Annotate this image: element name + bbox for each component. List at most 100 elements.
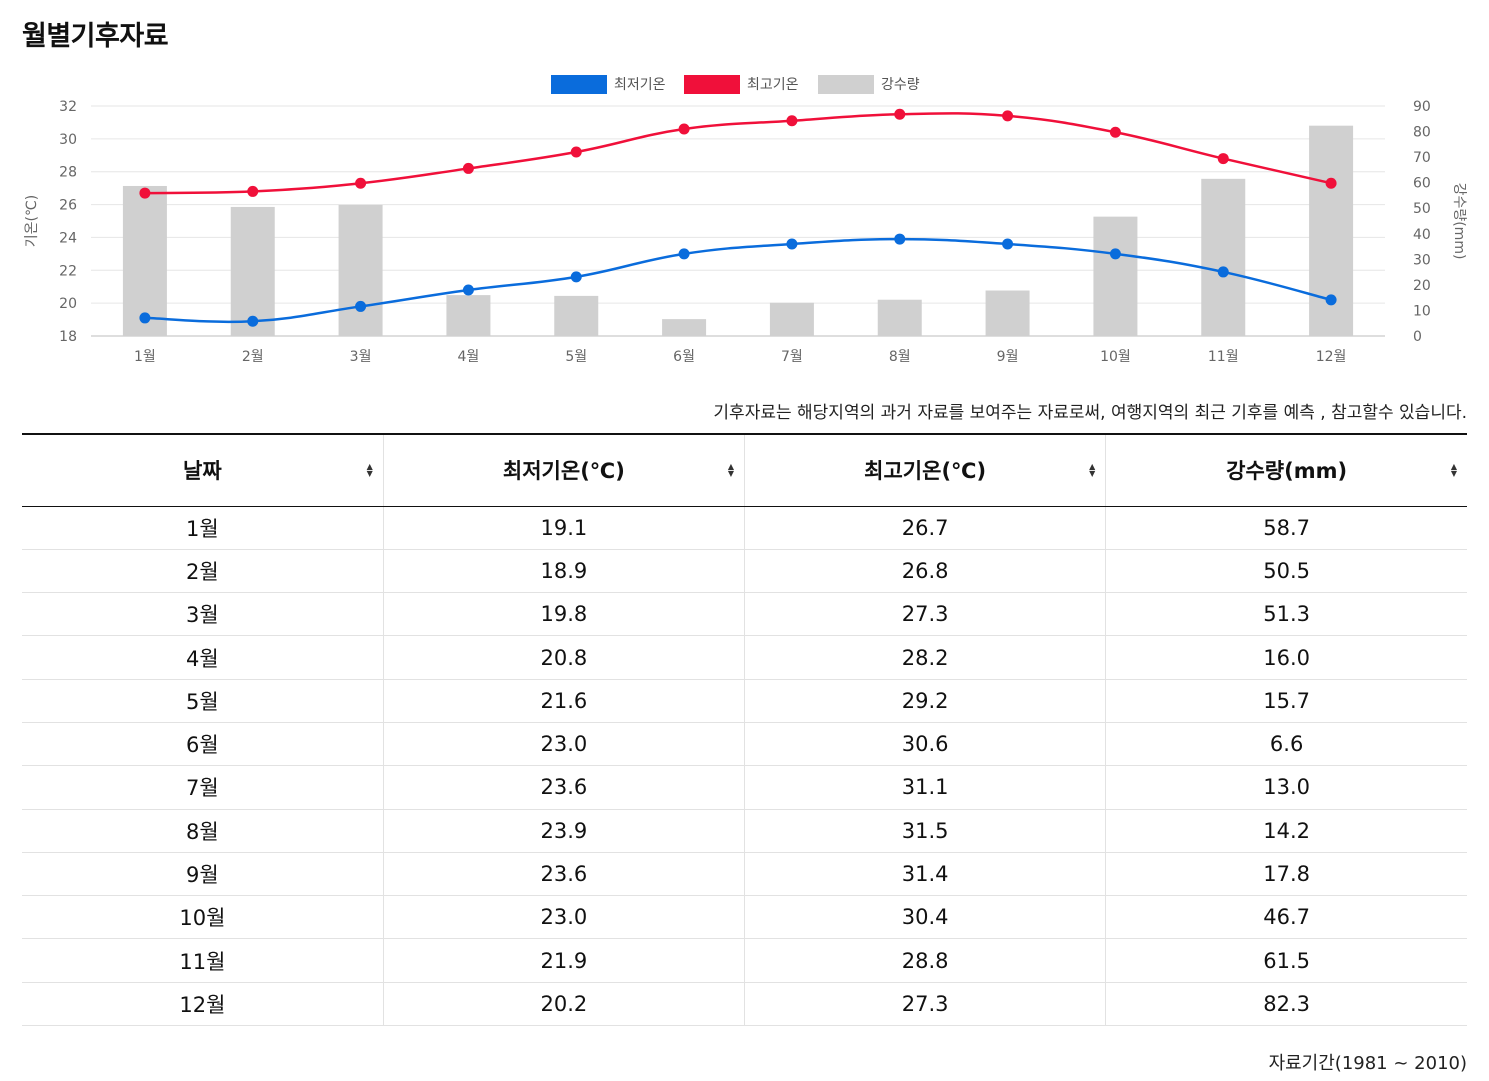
precipitation-bar: [877, 299, 922, 336]
y-right-tick-label: 70: [1413, 150, 1431, 166]
y-right-tick-label: 0: [1413, 329, 1422, 345]
legend-swatch: [551, 75, 607, 94]
table-row: 11월 21.9 28.8 61.5: [22, 938, 1467, 983]
precipitation-bar: [1201, 178, 1246, 336]
table-cell: 6.6: [1105, 722, 1467, 767]
min-temp-point: [1002, 238, 1014, 250]
min-temp-point: [462, 284, 474, 296]
sort-icon[interactable]: ▲ ▼: [1089, 462, 1096, 479]
table-body: 1월 19.1 26.7 58.7 2월 18.9 26.8 50.5 3월 19.8 27.3 51…: [22, 506, 1467, 1027]
y-right-tick-label: 90: [1413, 99, 1431, 115]
climate-note: 기후자료는 해당지역의 과거 자료를 보여주는 자료로써, 여행지역의 최근 기…: [713, 403, 1467, 423]
table-cell: 4월: [22, 635, 384, 680]
y-left-tick-label: 24: [59, 230, 77, 246]
y-left-tick-label: 28: [59, 165, 77, 181]
precipitation-bar: [446, 295, 491, 336]
table-cell: 10월: [22, 895, 384, 940]
table-cell: 58.7: [1105, 506, 1467, 550]
table-cell: 23.6: [382, 765, 745, 810]
y-right-tick-label: 10: [1413, 303, 1431, 319]
table-cell: 19.1: [382, 506, 745, 550]
min-temp-point: [570, 271, 582, 283]
column-header[interactable]: 강수량(mm) ▲ ▼: [1105, 434, 1467, 507]
x-tick-label: 12월: [1316, 349, 1347, 365]
y-left-tick-label: 18: [59, 329, 77, 345]
y-right-tick-label: 20: [1413, 278, 1431, 294]
max-temp-point: [786, 115, 798, 127]
table-row: 12월 20.2 27.3 82.3: [22, 982, 1467, 1027]
table-cell: 16.0: [1105, 635, 1467, 680]
y-right-tick-label: 40: [1413, 227, 1431, 243]
table-cell: 30.6: [743, 722, 1106, 767]
column-header-label: 강수량(mm): [1226, 459, 1348, 484]
table-cell: 27.3: [743, 982, 1106, 1027]
sort-icon[interactable]: ▲ ▼: [366, 462, 373, 479]
column-header[interactable]: 최저기온(℃) ▲ ▼: [382, 434, 745, 507]
max-temp-point: [139, 187, 151, 199]
table-cell: 26.8: [743, 549, 1106, 594]
axis-ticks: 18 20 22 24 26 28 30 32 0 10 20 30 40 50 60 70 80 90 1월 2월 3…: [59, 99, 1431, 365]
data-period: 자료기간(1981 ~ 2010): [1268, 1053, 1467, 1074]
table-cell: 28.2: [743, 635, 1106, 680]
table-row: 1월 19.1 26.7 58.7: [22, 506, 1467, 550]
min-temp-point: [355, 300, 367, 312]
table-cell: 31.1: [743, 765, 1106, 810]
table-cell: 9월: [22, 852, 384, 897]
table-cell: 23.0: [382, 895, 745, 940]
column-header-label: 최고기온(℃): [864, 459, 987, 484]
table-header-row: 날짜 ▲ ▼ 최저기온(℃) ▲ ▼ 최고기온(℃) ▲ ▼ 강수량(mm) ▲ ▼: [22, 434, 1467, 507]
chart-grid: [91, 105, 1385, 337]
y-axis-right-title: 강수량(mm): [1451, 183, 1467, 260]
table-cell: 31.4: [743, 852, 1106, 897]
table-row: 9월 23.6 31.4 17.8: [22, 852, 1467, 897]
x-tick-label: 2월: [242, 349, 264, 365]
min-temp-point: [894, 233, 906, 245]
column-header-label: 날짜: [183, 459, 222, 484]
x-tick-label: 9월: [997, 349, 1019, 365]
min-temp-point: [678, 248, 690, 260]
table-row: 8월 23.9 31.5 14.2: [22, 809, 1467, 853]
table-cell: 29.2: [743, 679, 1106, 723]
table-cell: 23.0: [382, 722, 745, 767]
table-cell: 23.6: [382, 852, 745, 897]
table-cell: 23.9: [382, 809, 745, 853]
table-cell: 31.5: [743, 809, 1106, 853]
min-temp-point: [139, 312, 151, 324]
min-temp-point: [1109, 248, 1121, 260]
min-temp-point: [1217, 266, 1229, 278]
x-tick-label: 7월: [781, 349, 803, 365]
sort-icon[interactable]: ▲ ▼: [727, 462, 734, 479]
y-left-tick-label: 30: [59, 132, 77, 148]
table-cell: 61.5: [1105, 938, 1467, 983]
max-temp-point: [1325, 177, 1337, 189]
y-left-tick-label: 22: [59, 263, 77, 279]
max-temp-point: [1002, 110, 1014, 122]
max-temp-point: [355, 177, 367, 189]
table-cell: 6월: [22, 722, 384, 767]
table-cell: 14.2: [1105, 809, 1467, 853]
table-cell: 30.4: [743, 895, 1106, 940]
legend-label: 강수량: [881, 77, 920, 93]
x-tick-label: 10월: [1100, 349, 1131, 365]
max-temp-point: [894, 108, 906, 120]
precipitation-bar: [554, 295, 599, 336]
table-cell: 17.8: [1105, 852, 1467, 897]
table-cell: 7월: [22, 765, 384, 810]
legend-label: 최저기온: [614, 77, 666, 93]
table-row: 6월 23.0 30.6 6.6: [22, 722, 1467, 767]
table-cell: 8월: [22, 809, 384, 853]
table-row: 2월 18.9 26.8 50.5: [22, 549, 1467, 594]
table-cell: 15.7: [1105, 679, 1467, 723]
column-header[interactable]: 날짜 ▲ ▼: [22, 434, 384, 507]
y-right-tick-label: 80: [1413, 125, 1431, 141]
y-left-tick-label: 32: [59, 99, 77, 115]
table-cell: 3월: [22, 592, 384, 637]
sort-icon[interactable]: ▲ ▼: [1450, 462, 1457, 479]
x-tick-label: 6월: [673, 349, 695, 365]
legend-swatch: [818, 75, 874, 94]
x-tick-label: 11월: [1208, 349, 1239, 365]
column-header[interactable]: 최고기온(℃) ▲ ▼: [743, 434, 1106, 507]
temperature-lines: [139, 108, 1337, 327]
precipitation-bar: [985, 290, 1030, 336]
precipitation-bar: [122, 185, 167, 336]
